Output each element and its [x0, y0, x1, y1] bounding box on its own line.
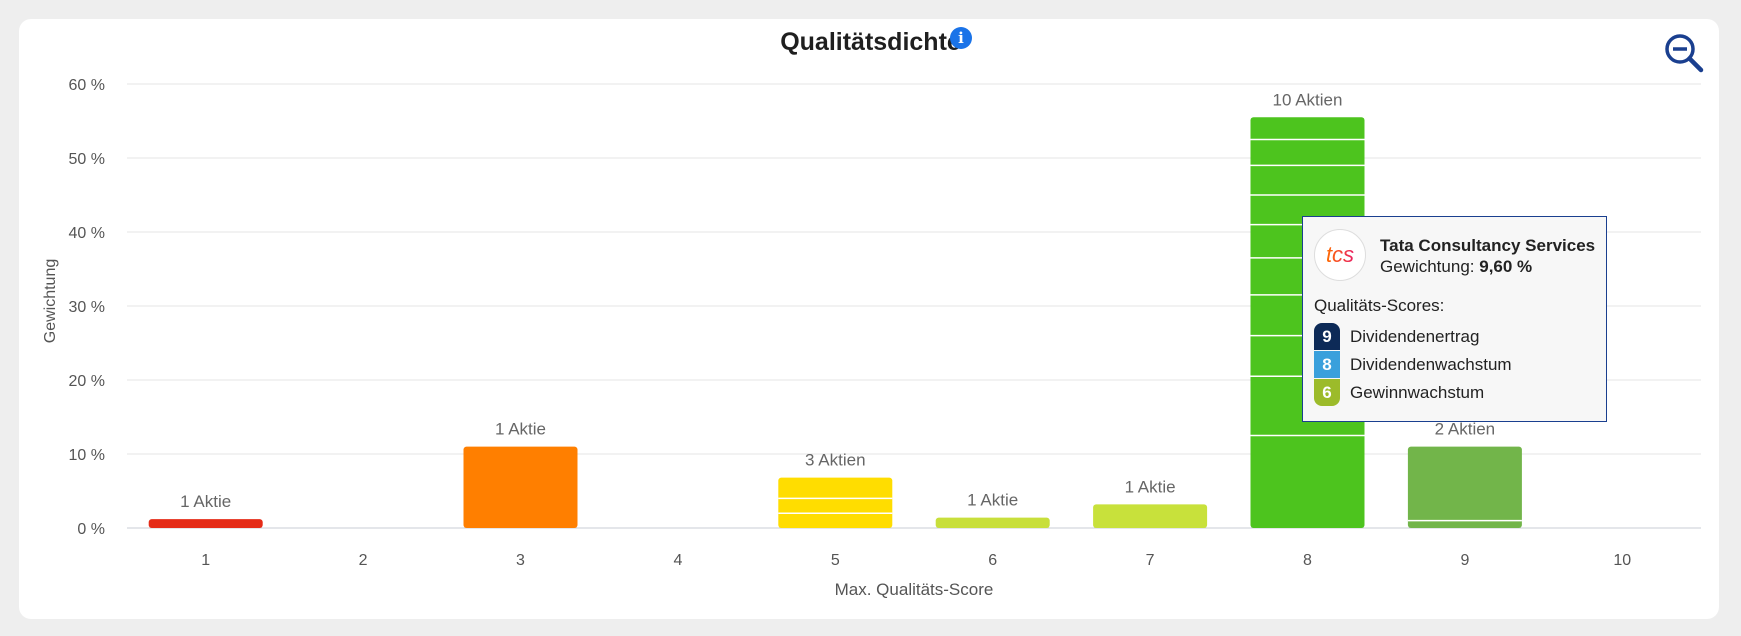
bar [1407, 446, 1522, 528]
chart-title: Qualitätsdichte [780, 28, 961, 56]
y-tick-label: 0 % [77, 521, 105, 538]
weight-value: 9,60 % [1479, 257, 1533, 276]
score-label: Dividendenwachstum [1350, 354, 1512, 374]
x-tick-label: 7 [1146, 552, 1155, 569]
score-label: Gewinnwachstum [1350, 382, 1485, 402]
tcs-logo-mark: tcs [1326, 242, 1354, 267]
svg-text:tcs: tcs [1326, 242, 1354, 267]
score-badge: 9 [1314, 323, 1340, 350]
company-name: Tata Consultancy Services [1380, 236, 1596, 255]
y-axis-title: Gewichtung [42, 259, 59, 344]
x-tick-label: 4 [673, 552, 682, 569]
bar [778, 477, 893, 528]
score-row: 9 Dividendenertrag [1314, 323, 1479, 350]
y-tick-label: 10 % [69, 447, 105, 464]
data-label: 1 Aktie [180, 492, 231, 511]
info-icon[interactable]: i [950, 27, 972, 49]
y-tick-label: 40 % [69, 225, 105, 242]
score-badge: 8 [1314, 351, 1340, 378]
tooltip: tcs Tata Consultancy Services Gewichtung… [1302, 216, 1607, 422]
chart-title-wrap: Qualitätsdichte [0, 28, 1741, 57]
bar [463, 446, 578, 528]
x-tick-label: 5 [831, 552, 840, 569]
weight-line: Gewichtung: 9,60 % [1380, 257, 1532, 277]
data-label: 1 Aktie [967, 491, 1018, 510]
y-tick-label: 60 % [69, 77, 105, 94]
weight-label: Gewichtung: [1380, 257, 1475, 276]
x-tick-label: 1 [201, 552, 210, 569]
x-tick-label: 10 [1613, 552, 1631, 569]
x-axis-title: Max. Qualitäts-Score [835, 580, 994, 599]
score-label: Dividendenertrag [1350, 326, 1480, 346]
x-tick-label: 9 [1460, 552, 1469, 569]
score-row: 8 Dividendenwachstum [1314, 351, 1512, 378]
y-tick-label: 50 % [69, 151, 105, 168]
x-tick-label: 8 [1303, 552, 1312, 569]
company-logo: tcs [1314, 229, 1366, 281]
data-label: 10 Aktien [1273, 90, 1343, 109]
bar [148, 519, 263, 528]
bar [935, 517, 1050, 528]
y-tick-label: 30 % [69, 299, 105, 316]
score-badge: 6 [1314, 379, 1340, 406]
data-label: 1 Aktie [495, 420, 546, 439]
scores-label: Qualitäts-Scores: [1314, 296, 1445, 315]
data-label: 1 Aktie [1125, 477, 1176, 496]
x-tick-label: 2 [359, 552, 368, 569]
score-row: 6 Gewinnwachstum [1314, 379, 1484, 406]
data-label: 3 Aktien [805, 451, 866, 470]
bar [1093, 504, 1208, 528]
x-tick-label: 3 [516, 552, 525, 569]
y-tick-label: 20 % [69, 373, 105, 390]
x-tick-label: 6 [988, 552, 997, 569]
data-label: 2 Aktien [1435, 420, 1496, 439]
zoom-out-icon[interactable] [1664, 33, 1704, 73]
